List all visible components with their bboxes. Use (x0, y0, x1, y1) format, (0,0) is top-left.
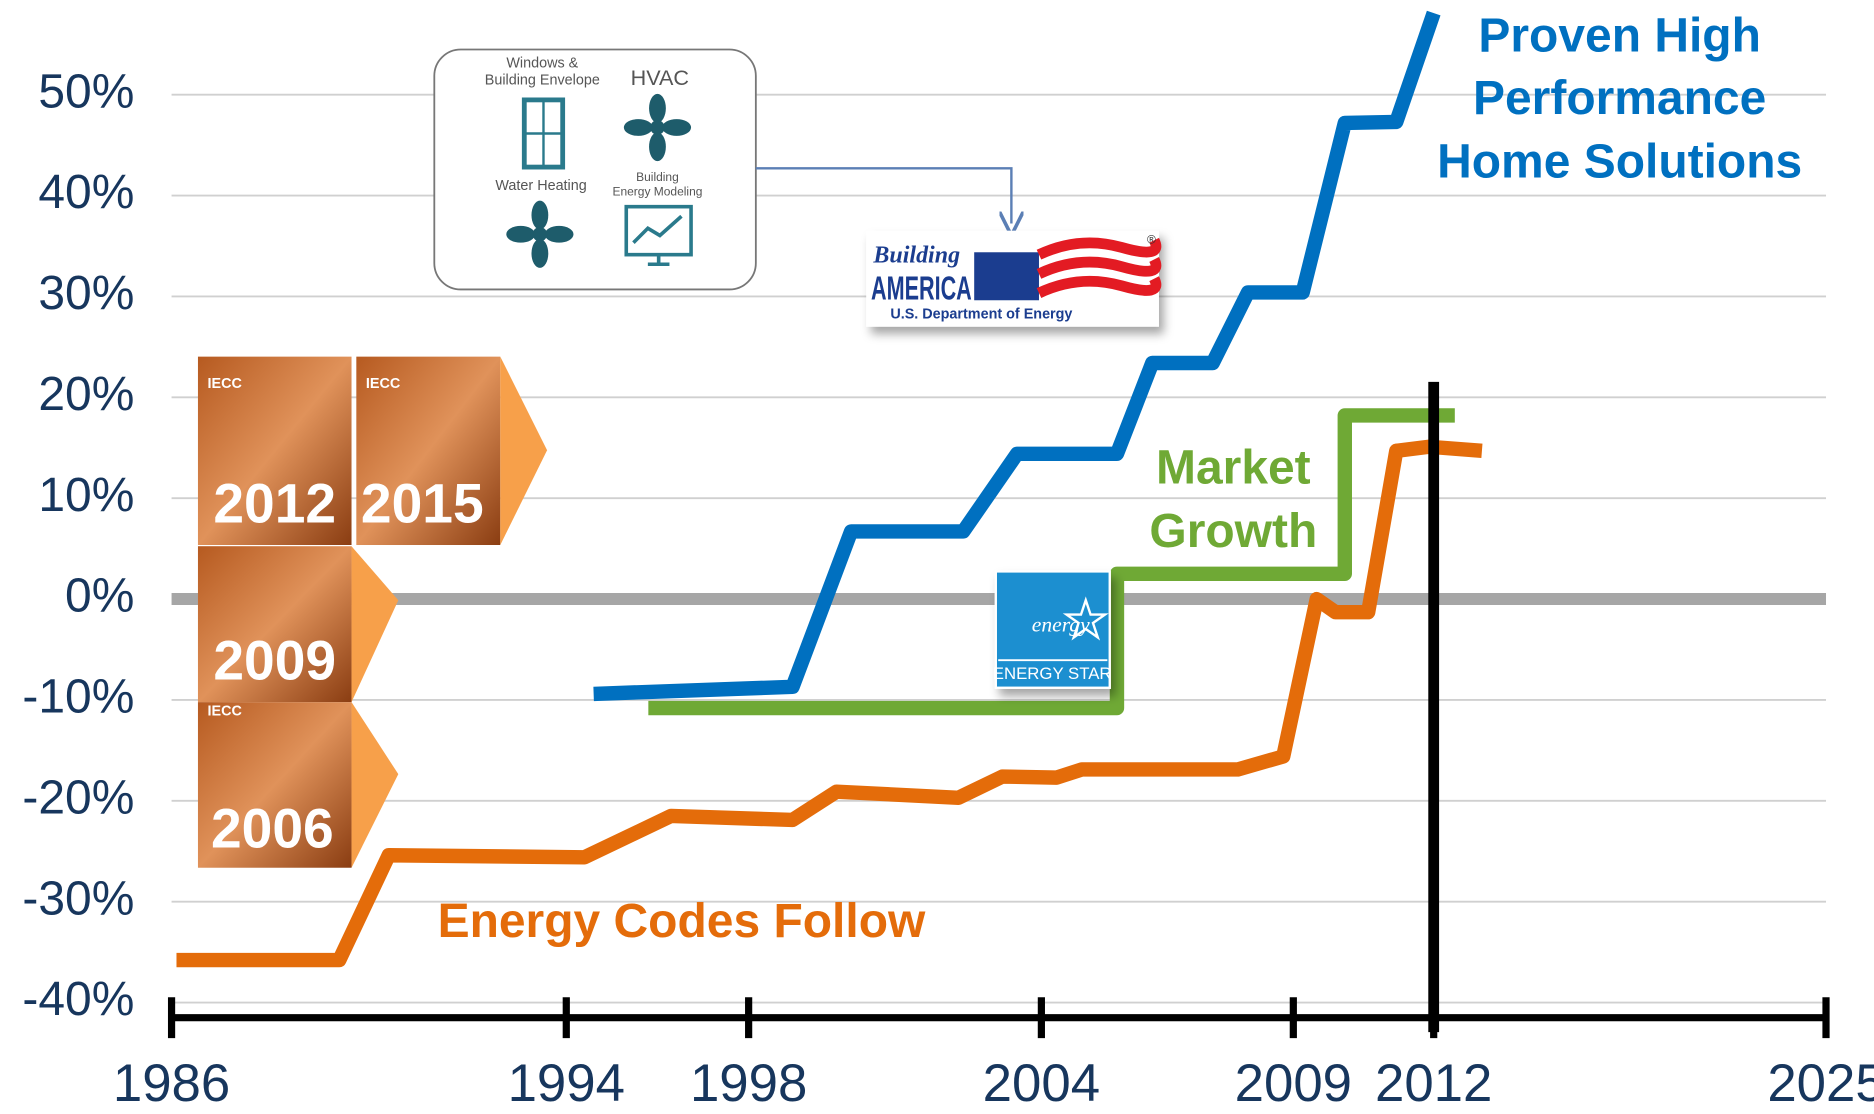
book-2015: IECC 2015 (356, 357, 547, 545)
energy-star-logo: energy ENERGY STAR (993, 571, 1112, 687)
annotation: Energy Codes Follow (438, 895, 926, 948)
arrow (352, 546, 399, 702)
book-2012: IECC 2012 (198, 357, 352, 545)
y-tick-label: 20% (38, 368, 134, 421)
logo-mark: ® (1147, 232, 1156, 246)
book-year: 2006 (211, 798, 334, 860)
y-tick-label: 50% (38, 65, 134, 118)
book-2006: IECC 2006 (198, 702, 398, 868)
y-tick-label: 10% (38, 469, 134, 522)
y-tick-label: -30% (22, 872, 134, 925)
book-label: IECC (366, 376, 400, 392)
arrow (352, 702, 399, 868)
building-america-logo: Building AMERICA ® U.S. Department of En… (866, 231, 1159, 327)
y-tick-label: -20% (22, 771, 134, 824)
book-year: 2012 (213, 472, 336, 534)
annotation: Performance (1473, 72, 1766, 125)
logo-stars (974, 252, 1039, 300)
icon-label: Energy Modeling (612, 184, 702, 198)
logo-dept: U.S. Department of Energy (890, 306, 1072, 322)
annotation: Proven High (1478, 9, 1761, 62)
logo-name: ENERGY STAR (993, 664, 1112, 683)
logo-stripes (1039, 240, 1156, 293)
arrow (500, 357, 547, 545)
book-label: IECC (208, 376, 242, 392)
x-tick-label: 1998 (690, 1054, 807, 1113)
annotation: Market (1156, 441, 1311, 494)
book-2009: 2009 (198, 546, 398, 702)
icon-label: Building Envelope (485, 72, 600, 88)
icon-label: Building (636, 170, 679, 184)
annotation: Home Solutions (1437, 135, 1802, 188)
y-tick-label: -40% (22, 973, 134, 1026)
x-tick-label: 2009 (1235, 1054, 1352, 1113)
annotation: Growth (1149, 505, 1317, 558)
y-tick-label: 0% (65, 570, 134, 623)
icon-label: Windows & (506, 56, 578, 72)
book-year: 2009 (213, 630, 336, 692)
iecc-books: IECC 2012 IECC 2015 2009 IECC 2006 (198, 357, 547, 868)
x-tick-label: 2004 (983, 1054, 1100, 1113)
x-tick-label: 2012 (1375, 1054, 1492, 1113)
y-tick-label: 40% (38, 166, 134, 219)
y-tick-label: 30% (38, 267, 134, 320)
x-tick-label: 1994 (508, 1054, 625, 1113)
x-tick-label: 1986 (113, 1054, 230, 1113)
icon-label: Water Heating (495, 178, 586, 194)
x-tick-label: 2025 (1767, 1054, 1874, 1113)
icon-label: HVAC (631, 65, 689, 90)
book-year: 2015 (361, 472, 484, 534)
logo-name: AMERICA (871, 271, 972, 308)
chart: IECC 2012 IECC 2015 2009 IECC 2006 -40% -… (0, 0, 1874, 1114)
book-label: IECC (208, 704, 242, 720)
y-tick-label: -10% (22, 671, 134, 724)
logo-script: Building (872, 243, 960, 269)
